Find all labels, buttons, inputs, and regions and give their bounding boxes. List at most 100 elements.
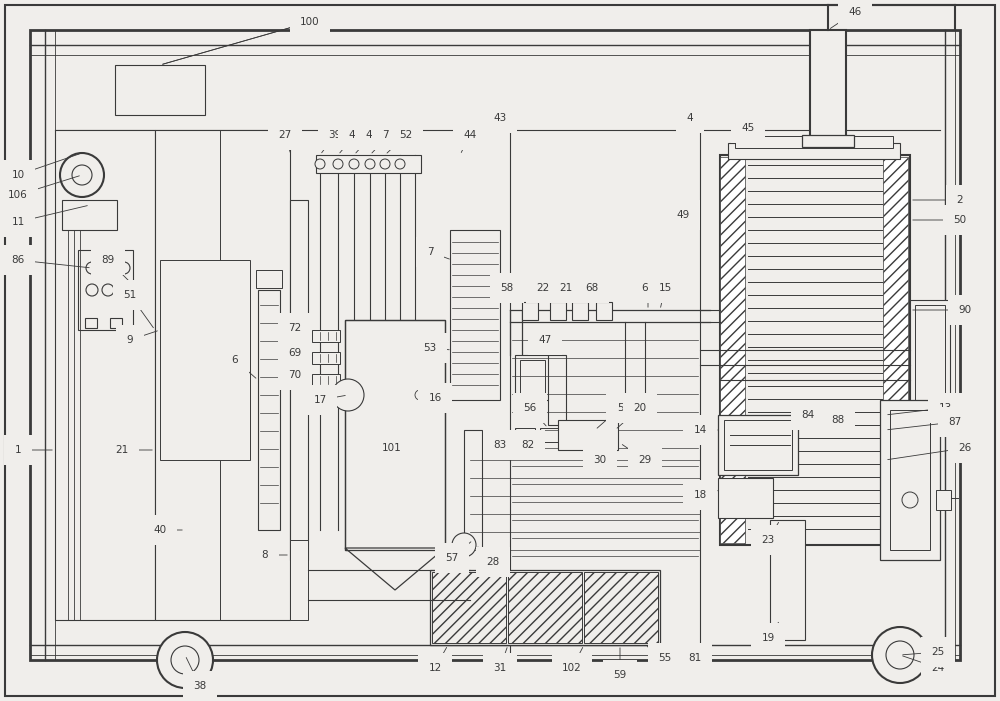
Text: 86: 86 [11,255,25,265]
Text: 102: 102 [562,663,582,673]
Bar [30,30,960,660]
Circle shape [332,379,364,411]
Bar [515,355,550,400]
Bar [770,520,805,640]
Text: 7: 7 [427,247,433,257]
Polygon shape [345,548,445,590]
Text: 84: 84 [801,410,815,420]
Text: 83: 83 [493,440,507,450]
Bar [62,200,117,230]
Text: 53: 53 [423,343,437,353]
Text: 45: 45 [741,123,755,133]
Circle shape [60,153,104,197]
Text: 100: 100 [300,17,320,27]
Text: 40: 40 [153,525,167,535]
Bar [936,490,951,510]
Text: 57: 57 [445,553,459,563]
Text: 1: 1 [15,445,21,455]
Bar [312,352,340,364]
Bar [572,302,588,320]
Text: 87: 87 [948,417,962,427]
Bar [802,135,854,147]
Bar [910,300,950,410]
Bar [464,430,482,630]
Circle shape [415,390,425,400]
Text: 47: 47 [538,335,552,345]
Bar [155,130,290,620]
Text: 44: 44 [463,130,477,140]
Text: 31: 31 [493,663,507,673]
Text: 58: 58 [500,283,514,293]
Bar [312,374,340,386]
Bar [160,260,250,460]
Text: 41: 41 [348,130,362,140]
Bar [55,130,155,620]
Text: 22: 22 [536,283,550,293]
Bar [345,320,445,550]
Text: 39: 39 [328,130,342,140]
Text: 72: 72 [288,323,302,333]
Bar [718,478,773,518]
Circle shape [118,262,130,274]
Text: 55: 55 [658,653,672,663]
Text: 29: 29 [638,455,652,465]
Circle shape [365,159,375,169]
Text: 25: 25 [931,647,945,657]
Circle shape [349,159,359,169]
Text: 14: 14 [693,425,707,435]
Text: 43: 43 [493,113,507,123]
Text: 69: 69 [641,283,655,293]
Text: 4: 4 [687,113,693,123]
Text: 49: 49 [676,210,690,220]
Text: 56: 56 [523,403,537,413]
Bar [724,420,792,470]
Circle shape [86,262,98,274]
Text: 70: 70 [288,370,302,380]
Bar [522,302,538,320]
Bar [720,157,745,543]
Bar [515,428,535,442]
Text: 52: 52 [399,130,413,140]
Bar [880,400,940,560]
Bar [256,270,282,288]
Text: 59: 59 [613,670,627,680]
Bar [290,540,308,620]
Text: 18: 18 [693,490,707,500]
Bar [110,318,122,328]
Text: 28: 28 [486,557,500,567]
Text: 19: 19 [761,633,775,643]
Bar [548,355,566,425]
Bar [720,155,910,545]
Bar [883,157,908,543]
Circle shape [72,165,92,185]
Circle shape [157,632,213,688]
Bar [890,410,930,550]
Bar [290,200,308,560]
Text: 71: 71 [382,130,396,140]
Text: 50: 50 [953,215,967,225]
Text: 51: 51 [123,290,137,300]
Text: 23: 23 [761,535,775,545]
Circle shape [395,159,405,169]
Text: 24: 24 [931,663,945,673]
Text: 17: 17 [313,395,327,405]
Text: 10: 10 [11,170,25,180]
Text: 6: 6 [232,355,238,365]
Text: 11: 11 [11,217,25,227]
Bar [450,230,500,400]
Text: 68: 68 [585,283,599,293]
Circle shape [86,284,98,296]
Bar [316,155,421,173]
Bar [735,136,893,148]
Text: 21: 21 [115,445,129,455]
Text: 27: 27 [278,130,292,140]
Text: 69: 69 [288,348,302,358]
Text: 42: 42 [365,130,379,140]
Text: 90: 90 [958,305,972,315]
Text: 106: 106 [8,190,28,200]
Text: 101: 101 [382,443,402,453]
Circle shape [872,627,928,683]
Text: 20: 20 [633,403,647,413]
Bar [718,415,798,475]
Text: 13: 13 [938,403,952,413]
